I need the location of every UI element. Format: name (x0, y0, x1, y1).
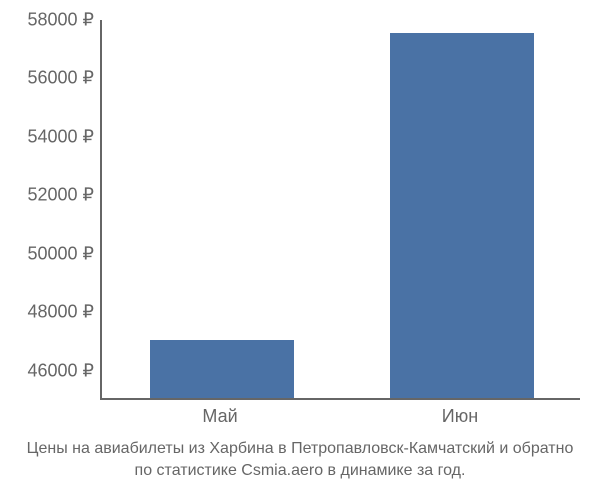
y-tick-label: 50000 ₽ (27, 243, 94, 264)
x-tick-label: Май (202, 406, 237, 427)
x-tick-label: Июн (442, 406, 478, 427)
plot-area (100, 20, 580, 400)
bar (390, 33, 534, 398)
y-tick-label: 58000 ₽ (27, 10, 94, 31)
y-tick-label: 46000 ₽ (27, 360, 94, 381)
price-bar-chart: 46000 ₽ 48000 ₽ 50000 ₽ 52000 ₽ 54000 ₽ 56000… (0, 0, 600, 500)
bar (150, 340, 294, 398)
y-tick-label: 48000 ₽ (27, 302, 94, 323)
y-tick-label: 54000 ₽ (27, 126, 94, 147)
chart-caption-line2: по статистике Csmia.aero в динамике за г… (0, 462, 600, 480)
y-tick-label: 52000 ₽ (27, 185, 94, 206)
y-tick-label: 56000 ₽ (27, 68, 94, 89)
chart-caption-line1: Цены на авиабилеты из Харбина в Петропав… (0, 440, 600, 458)
